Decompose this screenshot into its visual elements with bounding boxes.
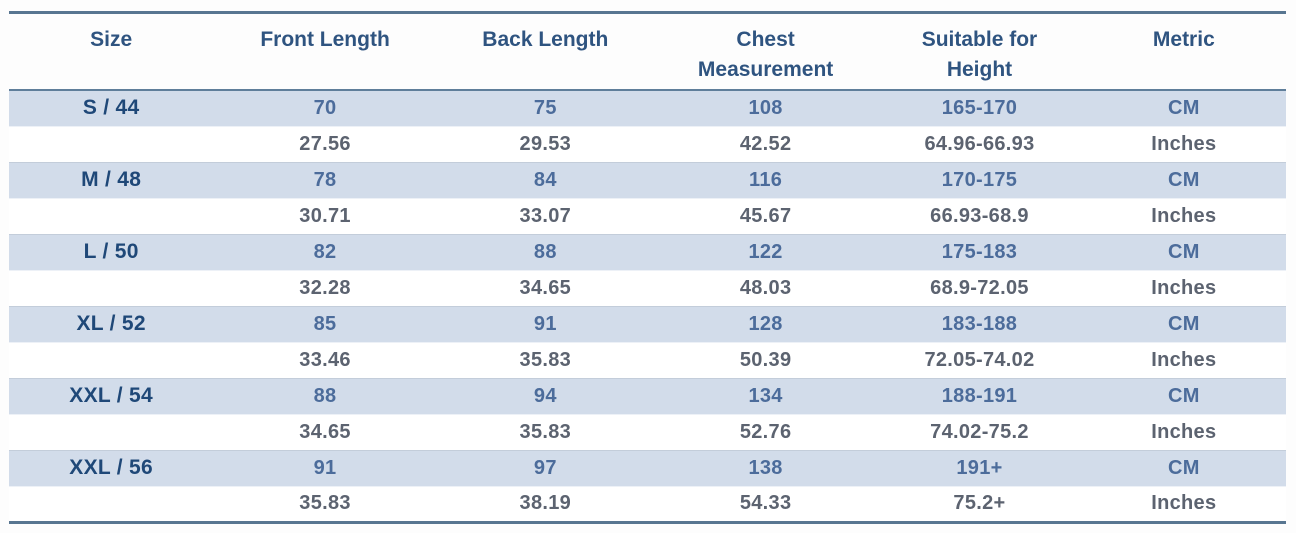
cell-chest-measurement: 128 [653,305,878,343]
cell-front-length: 27.56 [213,126,437,162]
cell-metric: Inches [1081,198,1286,234]
cell-back-length: 34.65 [436,270,654,306]
cell-metric: CM [1081,449,1286,487]
cell-front-length: 32.28 [213,270,437,306]
cell-suitable-height: 175-183 [877,233,1082,271]
cell-chest-measurement: 48.03 [653,270,878,306]
cell-front-length: 33.46 [213,342,437,378]
cell-size: M / 48 [9,161,214,199]
cell-back-length: 88 [436,233,654,271]
cell-chest-measurement: 116 [653,161,878,199]
cell-metric: CM [1081,305,1286,343]
cell-suitable-height: 191+ [877,449,1082,487]
cell-chest-measurement: 50.39 [653,342,878,378]
cell-front-length: 35.83 [213,486,437,522]
cell-suitable-height: 170-175 [877,161,1082,199]
cell-front-length: 91 [213,449,437,487]
column-header-metric: Metric [1081,12,1286,91]
table-body: S / 44 70 75 108 165-170 CM 27.56 29.53 … [9,89,1286,522]
cell-size [9,198,214,234]
cell-suitable-height: 165-170 [877,89,1082,127]
size-chart-table: Size Front Length Back Length Chest Meas… [9,11,1286,524]
table-row: M / 48 78 84 116 170-175 CM [9,161,1286,199]
cell-front-length: 88 [213,377,437,415]
column-header-suitable-height-label: Suitable for Height [921,28,1038,81]
cell-back-length: 91 [436,305,654,343]
cell-front-length: 82 [213,233,437,271]
table-row: 34.65 35.83 52.76 74.02-75.2 Inches [9,414,1286,450]
cell-back-length: 94 [436,377,654,415]
cell-size: S / 44 [9,89,214,127]
table-row: XL / 52 85 91 128 183-188 CM [9,305,1286,343]
cell-chest-measurement: 45.67 [653,198,878,234]
table-row: L / 50 82 88 122 175-183 CM [9,233,1286,271]
cell-back-length: 84 [436,161,654,199]
cell-metric: CM [1081,161,1286,199]
cell-metric: Inches [1081,486,1286,522]
cell-suitable-height: 183-188 [877,305,1082,343]
cell-back-length: 33.07 [436,198,654,234]
column-header-back-length: Back Length [436,12,654,91]
table-row: XXL / 54 88 94 134 188-191 CM [9,377,1286,415]
cell-chest-measurement: 138 [653,449,878,487]
cell-size [9,126,214,162]
cell-back-length: 35.83 [436,414,654,450]
cell-suitable-height: 72.05-74.02 [877,342,1082,378]
table-row: 27.56 29.53 42.52 64.96-66.93 Inches [9,126,1286,162]
cell-suitable-height: 66.93-68.9 [877,198,1082,234]
cell-back-length: 35.83 [436,342,654,378]
table-row: S / 44 70 75 108 165-170 CM [9,89,1286,127]
cell-size [9,342,214,378]
cell-metric: CM [1081,377,1286,415]
cell-size: XXL / 56 [9,449,214,487]
cell-chest-measurement: 54.33 [653,486,878,522]
table-row: 30.71 33.07 45.67 66.93-68.9 Inches [9,198,1286,234]
cell-metric: Inches [1081,126,1286,162]
cell-suitable-height: 64.96-66.93 [877,126,1082,162]
column-header-chest-measurement-label: Chest Measurement [697,28,834,81]
cell-size [9,486,214,522]
cell-size [9,270,214,306]
cell-back-length: 38.19 [436,486,654,522]
table-row: 32.28 34.65 48.03 68.9-72.05 Inches [9,270,1286,306]
cell-suitable-height: 74.02-75.2 [877,414,1082,450]
column-header-front-length: Front Length [213,12,437,91]
table-header: Size Front Length Back Length Chest Meas… [9,12,1286,91]
cell-chest-measurement: 108 [653,89,878,127]
cell-front-length: 78 [213,161,437,199]
cell-chest-measurement: 134 [653,377,878,415]
cell-back-length: 29.53 [436,126,654,162]
cell-chest-measurement: 122 [653,233,878,271]
cell-size: L / 50 [9,233,214,271]
column-header-chest-measurement: Chest Measurement [653,12,878,91]
cell-metric: Inches [1081,342,1286,378]
cell-front-length: 85 [213,305,437,343]
cell-back-length: 75 [436,89,654,127]
table-row: 35.83 38.19 54.33 75.2+ Inches [9,486,1286,522]
cell-chest-measurement: 52.76 [653,414,878,450]
cell-size [9,414,214,450]
cell-front-length: 34.65 [213,414,437,450]
cell-front-length: 30.71 [213,198,437,234]
cell-metric: Inches [1081,270,1286,306]
cell-metric: CM [1081,233,1286,271]
cell-size: XXL / 54 [9,377,214,415]
cell-size: XL / 52 [9,305,214,343]
column-header-size: Size [9,12,214,91]
cell-suitable-height: 188-191 [877,377,1082,415]
cell-front-length: 70 [213,89,437,127]
cell-suitable-height: 68.9-72.05 [877,270,1082,306]
cell-back-length: 97 [436,449,654,487]
size-chart-container: Size Front Length Back Length Chest Meas… [9,11,1286,524]
table-row: XXL / 56 91 97 138 191+ CM [9,449,1286,487]
header-row: Size Front Length Back Length Chest Meas… [9,12,1286,91]
column-header-suitable-height: Suitable for Height [877,12,1082,91]
table-row: 33.46 35.83 50.39 72.05-74.02 Inches [9,342,1286,378]
cell-metric: CM [1081,89,1286,127]
cell-metric: Inches [1081,414,1286,450]
cell-chest-measurement: 42.52 [653,126,878,162]
cell-suitable-height: 75.2+ [877,486,1082,522]
